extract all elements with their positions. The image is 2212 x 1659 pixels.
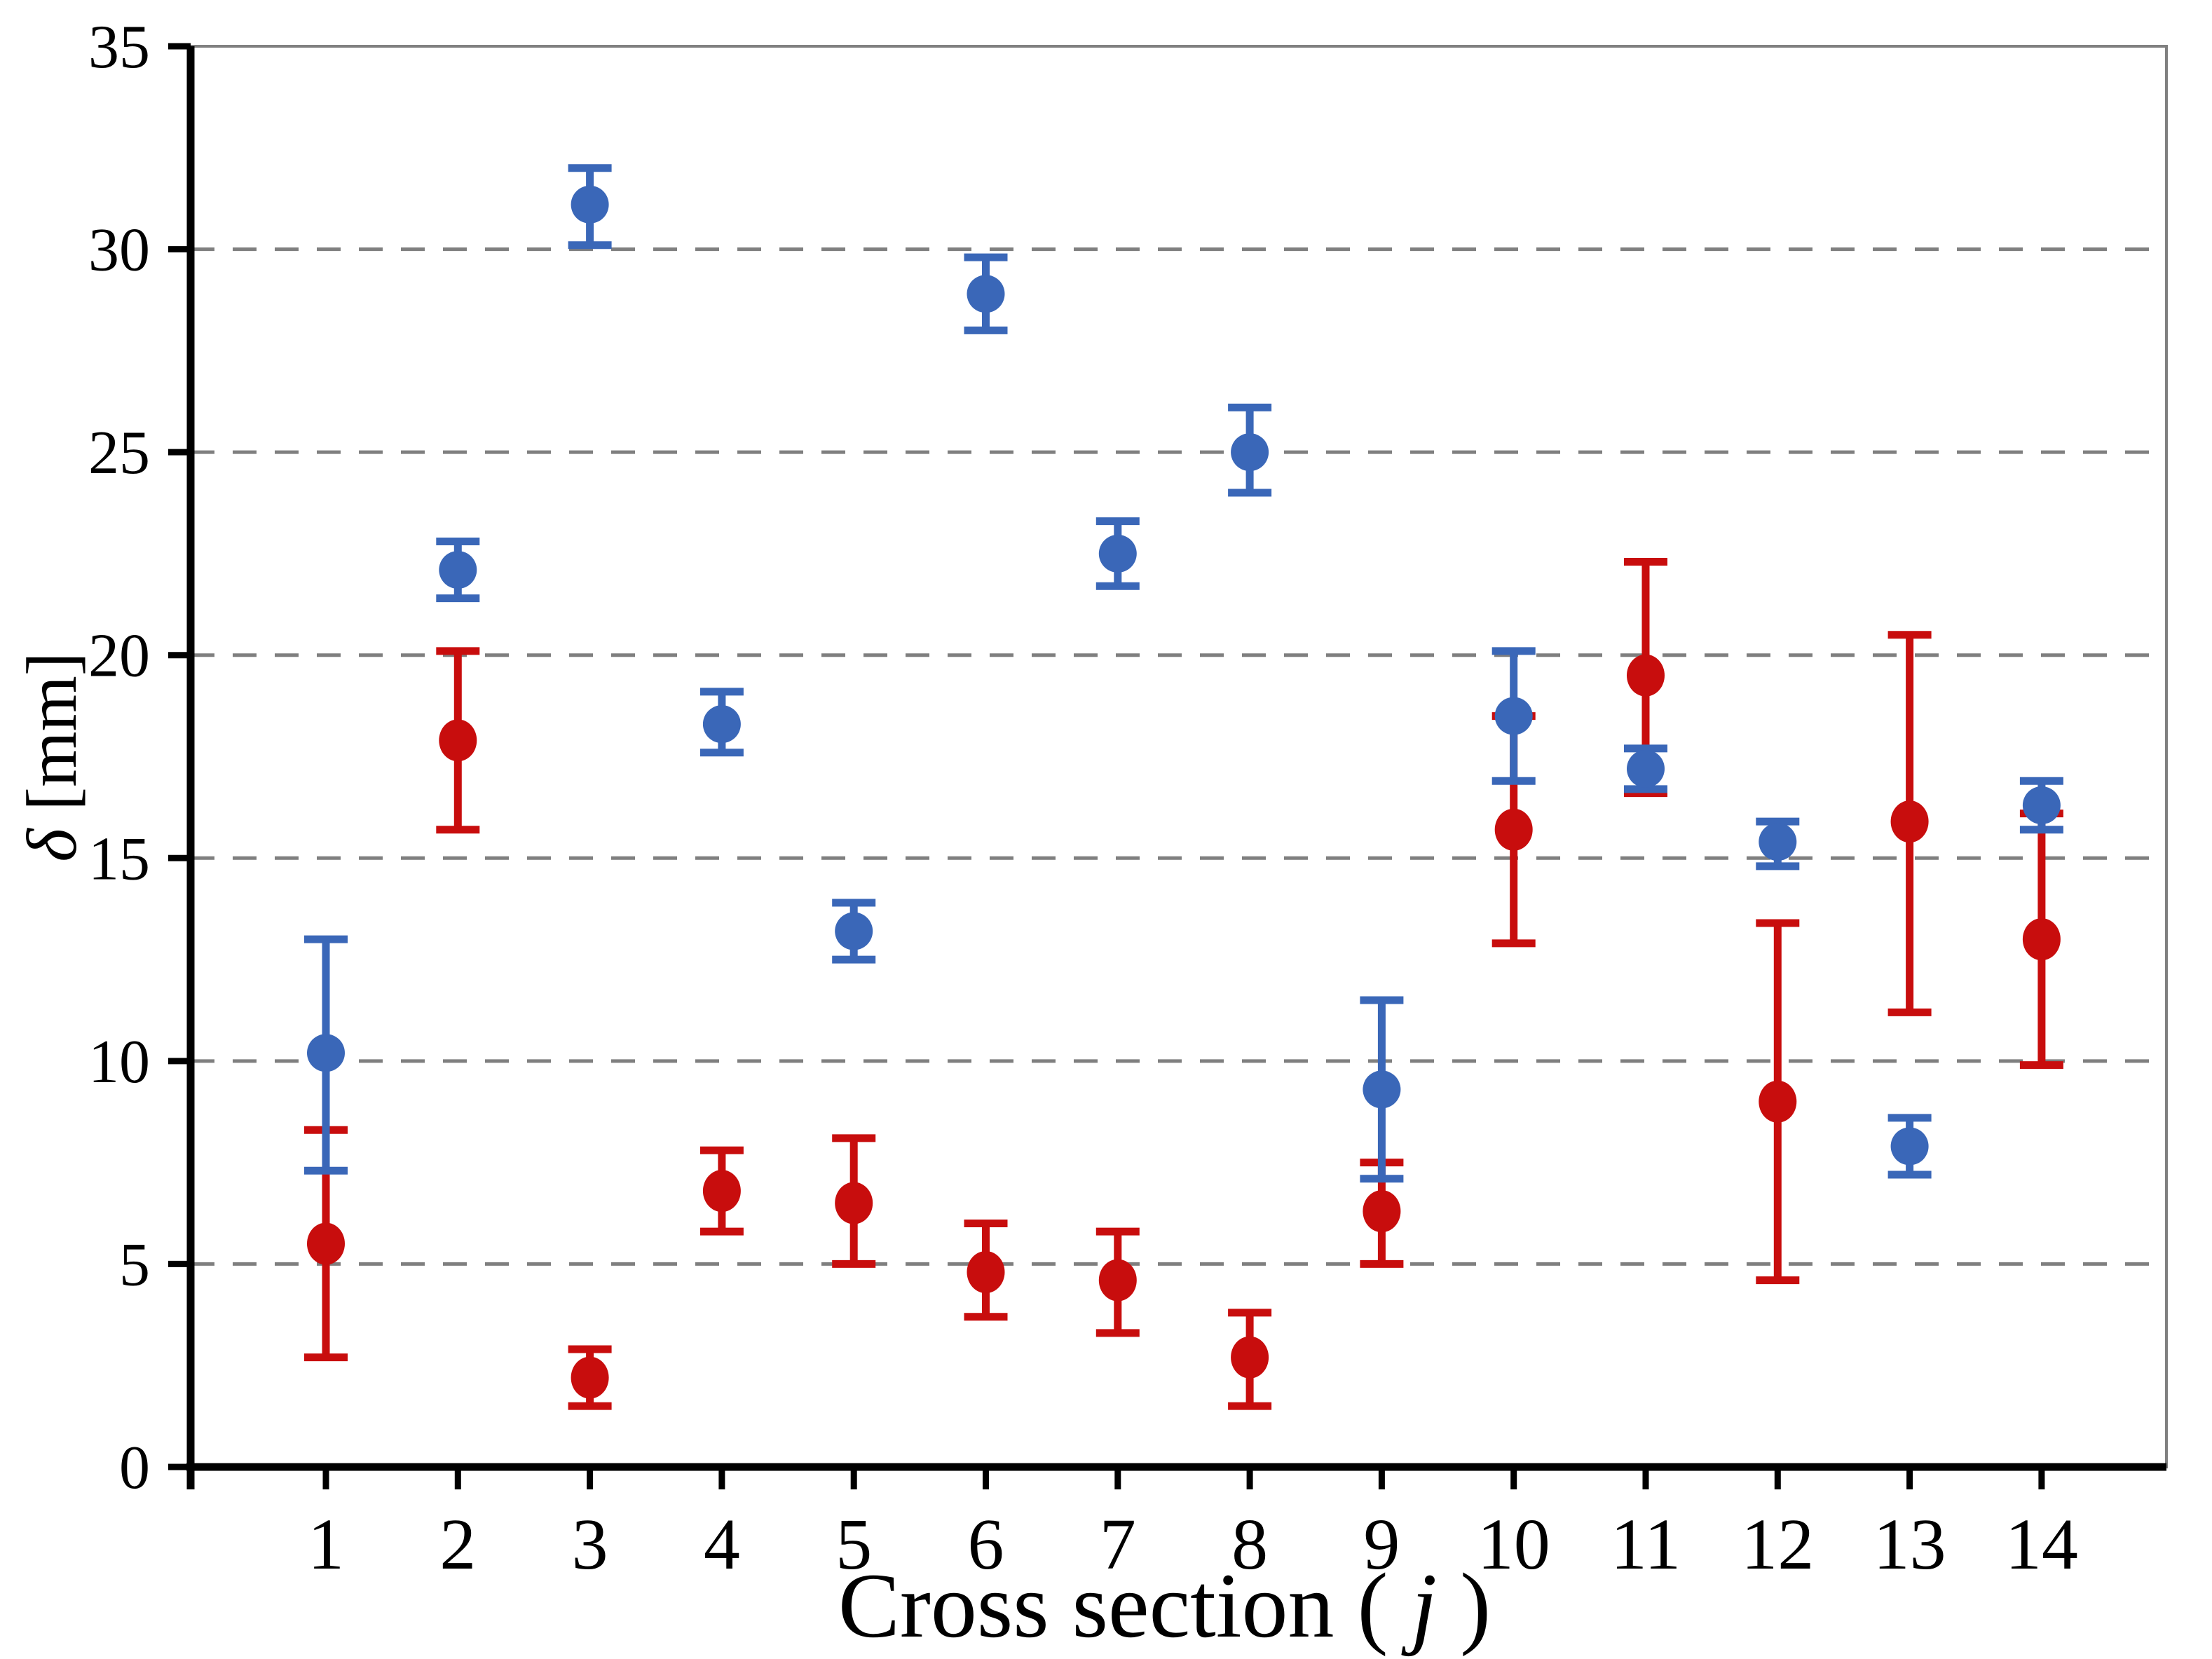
y-axis-title: δ [mm] [13,652,92,862]
data-point-marker-blue-8 [1231,433,1269,472]
x-tick-label-13: 13 [1873,1504,1946,1585]
data-point-marker-red-9 [1363,1190,1401,1233]
data-point-marker-red-7 [1098,1259,1137,1302]
y-tick-label-0: 0 [119,1434,150,1502]
data-point-marker-red-12 [1759,1080,1797,1123]
data-point-marker-blue-2 [439,551,477,589]
y-tick-label-30: 30 [88,217,150,285]
data-point-marker-blue-10 [1494,697,1533,735]
data-point-marker-blue-12 [1759,823,1797,861]
data-point-marker-blue-3 [571,185,609,224]
data-point-marker-red-11 [1627,654,1665,697]
data-point-marker-red-10 [1494,808,1533,851]
data-point-marker-blue-5 [835,912,873,950]
x-tick-label-7: 7 [1100,1504,1136,1585]
plot-border [189,45,2168,1468]
data-point-marker-blue-1 [307,1034,345,1072]
y-tick-label-25: 25 [88,419,150,487]
series-red [304,558,2063,1410]
y-tick-label-35: 35 [88,13,150,81]
x-tick-label-2: 2 [439,1504,476,1585]
data-point-marker-blue-13 [1890,1127,1929,1166]
data-point-marker-red-2 [439,719,477,762]
data-point-marker-blue-9 [1363,1070,1401,1109]
x-tick-label-3: 3 [572,1504,608,1585]
data-point-marker-red-5 [835,1182,873,1224]
x-tick-label-6: 6 [968,1504,1004,1585]
x-axis-title: Cross section ( j ) [838,1554,1491,1657]
x-tick-label-14: 14 [2005,1504,2078,1585]
data-point-marker-red-14 [2022,918,2061,961]
y-tick-label-5: 5 [119,1231,150,1299]
x-tick-label-12: 12 [1741,1504,1814,1585]
data-point-marker-blue-7 [1098,534,1137,573]
data-point-marker-red-4 [702,1170,741,1213]
x-tick-label-4: 4 [704,1504,740,1585]
x-tick-label-8: 8 [1231,1504,1268,1585]
data-point-marker-blue-4 [702,705,741,744]
data-point-marker-red-3 [571,1356,609,1399]
data-point-marker-red-13 [1890,800,1929,843]
x-tick-label-11: 11 [1611,1504,1681,1585]
x-tick-label-1: 1 [308,1504,344,1585]
data-point-marker-blue-14 [2022,786,2061,824]
data-point-marker-red-1 [307,1222,345,1265]
x-tick-label-9: 9 [1363,1504,1400,1585]
data-point-marker-red-6 [967,1251,1005,1294]
series-blue [304,164,2063,1183]
y-tick-label-10: 10 [88,1028,150,1096]
data-point-marker-blue-6 [967,275,1005,313]
y-tick-label-20: 20 [88,622,150,690]
data-point-marker-red-8 [1231,1336,1269,1379]
y-tick-label-15: 15 [88,825,150,893]
x-tick-label-10: 10 [1477,1504,1550,1585]
data-point-marker-blue-11 [1627,749,1665,788]
x-tick-label-5: 5 [835,1504,872,1585]
